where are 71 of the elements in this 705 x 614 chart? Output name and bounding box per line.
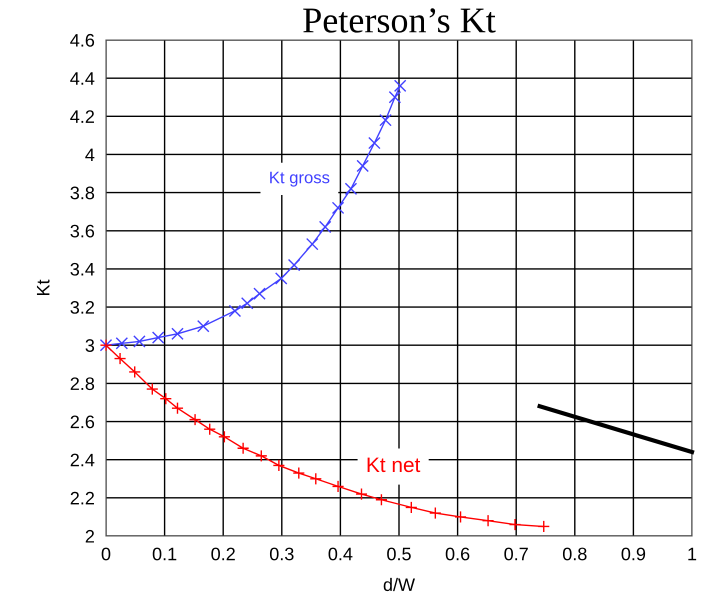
point (218, 430, 231, 444)
point (508, 518, 522, 531)
point (332, 480, 344, 493)
point (344, 182, 358, 196)
y-tick-label: 2.2 (70, 492, 94, 504)
point (429, 506, 442, 520)
x-tick-label: 0.3 (270, 548, 294, 560)
point (355, 488, 368, 500)
y-tick-label: 2.6 (70, 415, 94, 428)
y-axis-title: Kt (36, 280, 50, 296)
x-tick-label: 0.9 (622, 548, 646, 560)
chart-title: Peterson’s Kt (303, 8, 496, 33)
y-tick-label: 3.8 (70, 186, 94, 200)
y-tick-label: 3 (86, 339, 94, 352)
x-tick-label: 0.6 (446, 548, 470, 560)
point (171, 402, 184, 414)
point (405, 501, 418, 514)
point (394, 80, 406, 92)
point (203, 422, 216, 436)
x-tick-label: 0.1 (152, 548, 176, 560)
point (356, 160, 369, 172)
y-tick-label: 3.2 (70, 301, 94, 314)
y-tick-label: 3.6 (70, 224, 94, 238)
point (379, 114, 392, 126)
point (236, 442, 250, 454)
point (388, 90, 402, 104)
point (160, 392, 172, 405)
point (482, 514, 494, 527)
series-label: Kt gross (270, 172, 330, 187)
point (228, 304, 242, 318)
point (188, 413, 202, 426)
point (292, 466, 306, 480)
series-label: Kt net (368, 458, 420, 472)
point (368, 136, 381, 150)
x-tick-label: 0.7 (504, 548, 528, 560)
point (332, 202, 344, 214)
point (253, 287, 266, 300)
point (454, 510, 467, 524)
point (318, 220, 332, 234)
point (197, 320, 210, 332)
y-tick-label: 4.4 (70, 72, 94, 85)
y-tick-label: 4.6 (70, 34, 94, 47)
y-tick-label: 4.2 (70, 110, 94, 123)
point (274, 272, 288, 285)
point (288, 258, 300, 272)
x-tick-label: 0 (102, 548, 110, 560)
y-tick-label: 2 (86, 530, 94, 543)
x-tick-label: 0.2 (211, 548, 235, 560)
point (146, 382, 159, 396)
point (306, 238, 319, 250)
point (240, 297, 254, 310)
point (114, 352, 126, 365)
x-axis-title: d/W (384, 578, 415, 592)
point (171, 328, 184, 340)
point (116, 337, 128, 350)
x-tick-label: 0.5 (387, 548, 411, 560)
y-tick-label: 2.8 (70, 377, 94, 390)
x-tick-label: 1 (688, 548, 696, 560)
y-tick-label: 3.4 (70, 262, 94, 276)
point (537, 520, 550, 533)
y-tick-label: 4 (85, 148, 94, 162)
x-tick-label: 0.4 (328, 548, 352, 560)
point (133, 335, 146, 348)
point (128, 366, 141, 378)
point (272, 459, 286, 472)
y-tick-label: 2.4 (70, 454, 94, 466)
x-tick-label: 0.8 (562, 548, 587, 560)
point (310, 472, 322, 486)
point (255, 450, 268, 462)
point (375, 494, 388, 506)
point (152, 331, 164, 344)
